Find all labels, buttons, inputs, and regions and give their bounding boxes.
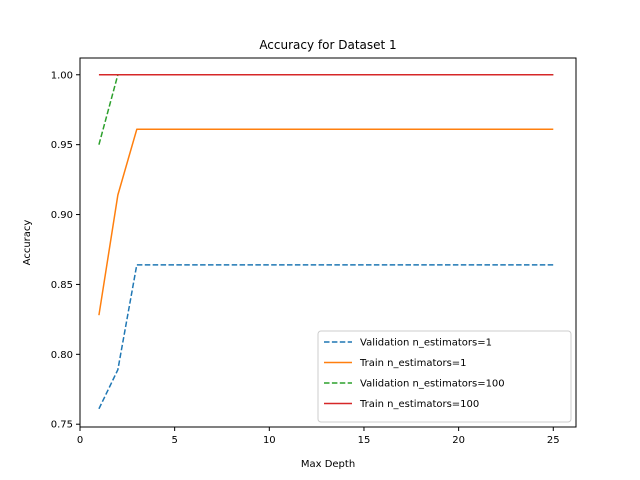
series-line-3 [98,74,554,145]
x-tick-label: 20 [452,435,465,446]
x-tick-label: 25 [547,435,560,446]
x-axis-label: Max Depth [301,459,355,470]
x-tick-label: 15 [358,435,371,446]
y-axis-label: Accuracy [22,220,33,266]
x-tick-label: 10 [263,435,276,446]
y-tick-label: 1.00 [51,70,73,81]
x-tick-label: 5 [171,435,177,446]
legend-label-4: Train n_estimators=100 [359,399,479,410]
legend-label-3: Validation n_estimators=100 [360,379,505,390]
chart-title: Accuracy for Dataset 1 [259,38,396,52]
y-tick-label: 0.80 [51,350,73,361]
y-tick-label: 0.75 [51,420,73,431]
series-line-1 [98,264,554,410]
y-tick-label: 0.90 [51,210,73,221]
legend-box [317,330,572,423]
y-axis: 0.75 0.80 0.85 0.90 0.95 1.00 [51,70,80,431]
series-line-2 [98,128,554,316]
legend-label-2: Train n_estimators=1 [359,358,467,369]
axes-frame [79,57,577,428]
y-tick-label: 0.95 [51,140,73,151]
y-tick-label: 0.85 [51,280,73,291]
x-axis: 0 5 10 15 20 25 [77,427,560,446]
plot-area [98,74,554,410]
x-tick-label: 0 [77,435,83,446]
legend: Validation n_estimators=1 Train n_estimat… [317,330,572,423]
legend-label-1: Validation n_estimators=1 [360,338,492,349]
